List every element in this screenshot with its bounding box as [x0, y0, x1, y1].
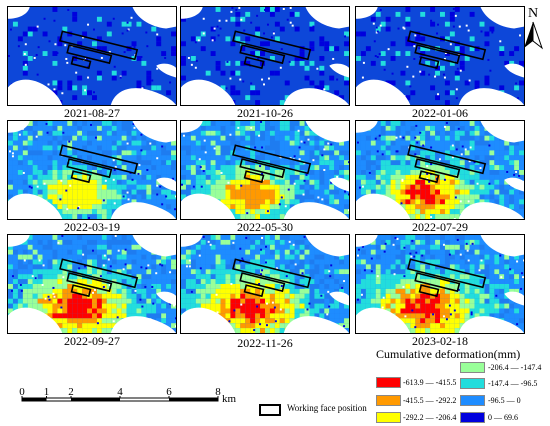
scale-tick-label: 6 — [166, 386, 172, 398]
legend-swatch-1 — [376, 377, 401, 388]
date-label-9: 2023-02-18 — [412, 334, 468, 348]
map-panel-8 — [180, 234, 350, 334]
scale-tick-label: 8 — [215, 386, 221, 398]
map-panel-9 — [355, 234, 525, 334]
date-label-3: 2022-01-06 — [412, 106, 468, 120]
scale-tick-label: 0 — [19, 386, 25, 398]
legend-label-2: -415.5 — -292.2 — [403, 396, 457, 405]
date-label-2: 2021-10-26 — [237, 106, 293, 120]
map-panel-6 — [355, 120, 525, 220]
legend-label-4: -206.4 — -147.4 — [488, 363, 542, 372]
legend-swatch-2 — [376, 395, 401, 406]
legend-label-1: -613.9 — -415.5 — [403, 378, 457, 387]
legend-label-5: -147.4 — -96.5 — [488, 379, 538, 388]
legend-label-7: 0 — 69.6 — [488, 413, 518, 422]
legend-title: Cumulative deformation(mm) — [376, 347, 521, 361]
scale-tick-label: 4 — [117, 386, 123, 398]
scale-unit: km — [222, 393, 237, 405]
map-panel-7 — [7, 234, 177, 334]
date-label-8: 2022-11-26 — [237, 336, 293, 350]
map-panel-3 — [355, 6, 525, 106]
map-panel-5 — [180, 120, 350, 220]
legend-swatch-7 — [460, 412, 485, 423]
scale-tick-label: 1 — [44, 386, 50, 398]
north-arrow-icon: N — [524, 6, 544, 50]
legend-swatch-3 — [376, 412, 401, 423]
date-label-6: 2022-07-29 — [412, 220, 468, 234]
date-label-1: 2021-08-27 — [64, 106, 120, 120]
map-panel-4 — [7, 120, 177, 220]
working-face-symbol — [259, 404, 281, 416]
working-face-label: Working face position — [287, 403, 367, 413]
map-panel-1 — [7, 6, 177, 106]
north-label: N — [528, 6, 538, 21]
scale-tick-label: 2 — [68, 386, 74, 398]
scale-bar: 0 1 2 4 6 8 km — [19, 386, 237, 405]
map-panel-2 — [180, 6, 350, 106]
legend-label-3: -292.2 — -206.4 — [403, 413, 457, 422]
date-label-7: 2022-09-27 — [64, 334, 120, 348]
legend-swatch-6 — [460, 395, 485, 406]
legend-swatch-5 — [460, 378, 485, 389]
date-label-5: 2022-05-30 — [237, 220, 293, 234]
date-label-4: 2022-03-19 — [64, 220, 120, 234]
legend-label-6: -96.5 — 0 — [488, 396, 521, 405]
legend-swatch-4 — [460, 362, 485, 373]
